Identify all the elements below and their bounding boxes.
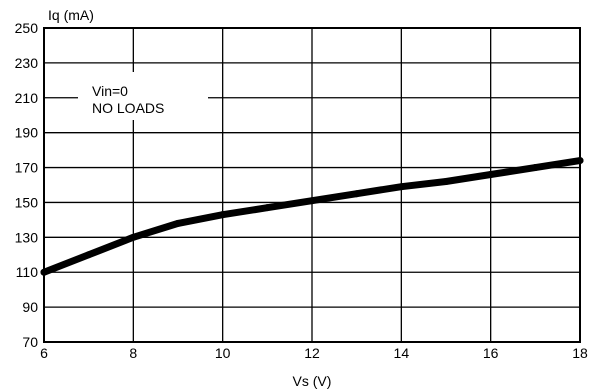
x-axis-title: Vs (V) — [293, 373, 332, 389]
annotation-no-loads: NO LOADS — [92, 100, 164, 116]
x-tick-label: 10 — [215, 345, 231, 361]
y-tick-label: 170 — [15, 160, 39, 176]
data-point — [308, 197, 316, 205]
x-tick-label: 14 — [394, 345, 410, 361]
y-tick-label: 110 — [16, 264, 39, 280]
y-tick-labels: 70 90 110 130 150 170 190 210 230 250 — [15, 20, 39, 350]
y-tick-label: 210 — [15, 90, 39, 106]
y-tick-label: 150 — [15, 194, 39, 210]
x-tick-label: 12 — [304, 345, 320, 361]
data-point — [85, 251, 93, 259]
x-tick-label: 8 — [129, 345, 137, 361]
data-point — [263, 204, 271, 212]
data-point — [397, 183, 405, 191]
data-point — [174, 219, 182, 227]
y-tick-label: 90 — [22, 299, 38, 315]
series — [40, 157, 584, 276]
x-tick-label: 6 — [40, 345, 48, 361]
y-axis-title: Iq (mA) — [48, 7, 94, 23]
y-tick-label: 250 — [15, 20, 39, 36]
data-point — [531, 164, 539, 172]
data-point — [487, 171, 495, 179]
data-point — [353, 190, 361, 198]
data-point — [129, 233, 137, 241]
data-point — [576, 157, 584, 165]
x-tick-labels: 6 8 10 12 14 16 18 — [40, 345, 588, 361]
annotation-vin: Vin=0 — [92, 83, 128, 99]
plot-frame — [43, 27, 581, 343]
x-tick-label: 16 — [483, 345, 499, 361]
data-point — [442, 178, 450, 186]
y-tick-label: 70 — [22, 334, 38, 350]
annotation-background — [78, 72, 208, 120]
y-tick-label: 230 — [15, 55, 39, 71]
x-tick-label: 18 — [572, 345, 588, 361]
data-point — [40, 268, 48, 276]
data-point — [219, 211, 227, 219]
y-tick-label: 190 — [15, 125, 39, 141]
y-tick-label: 130 — [15, 229, 39, 245]
